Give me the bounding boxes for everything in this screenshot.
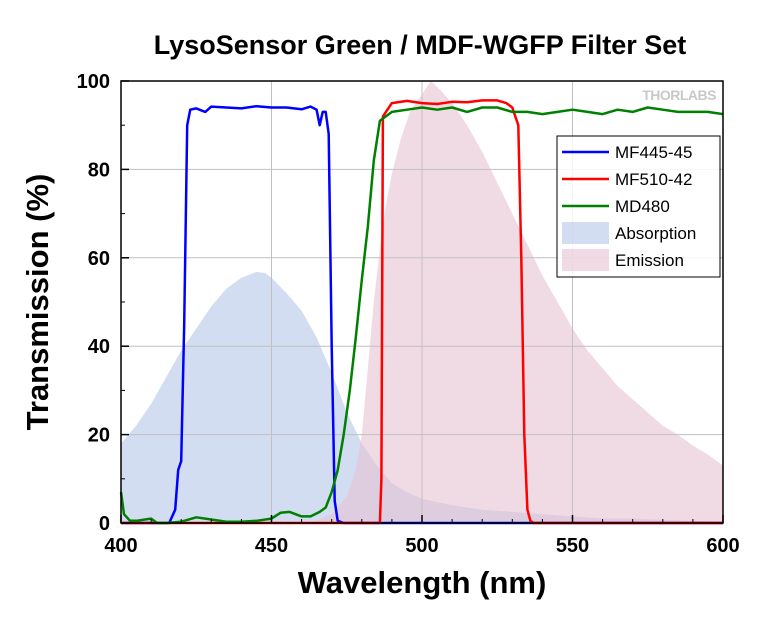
legend-swatch-absorption bbox=[562, 222, 609, 244]
y-axis-title: Transmission (%) bbox=[20, 174, 55, 431]
x-tick-label: 550 bbox=[556, 535, 589, 557]
legend: MF445-45 MF510-42 MD480 Absorption Emission bbox=[556, 135, 721, 278]
legend-label-absorption: Absorption bbox=[615, 224, 696, 243]
legend-label-emission: Emission bbox=[615, 251, 684, 270]
y-tick-label: 60 bbox=[88, 248, 110, 270]
y-tick-label: 20 bbox=[88, 425, 110, 447]
legend-swatch-emission bbox=[562, 249, 609, 271]
legend-label-md480: MD480 bbox=[615, 197, 670, 216]
line-mf445-45 bbox=[121, 104, 723, 525]
legend-label-mf510-42: MF510-42 bbox=[615, 170, 692, 189]
y-tick-label: 40 bbox=[88, 336, 110, 358]
thorlabs-watermark: THORLABS bbox=[642, 87, 716, 103]
x-tick-label: 500 bbox=[405, 535, 438, 557]
grid-layer bbox=[121, 81, 723, 523]
line-md480 bbox=[119, 106, 724, 525]
x-tick-label: 600 bbox=[706, 535, 739, 557]
y-tick-label: 80 bbox=[88, 159, 110, 181]
y-tick-label: 0 bbox=[99, 513, 110, 535]
x-tick-label: 450 bbox=[255, 535, 288, 557]
x-tick-label: 400 bbox=[104, 535, 137, 557]
line-layer bbox=[119, 99, 724, 525]
y-tick-label: 100 bbox=[77, 71, 110, 93]
legend-label-mf445-45: MF445-45 bbox=[615, 143, 692, 162]
line-mf510-42 bbox=[121, 99, 723, 525]
chart-title: LysoSensor Green / MDF-WGFP Filter Set bbox=[154, 30, 687, 60]
x-axis-title: Wavelength (nm) bbox=[298, 565, 547, 600]
plot-frame bbox=[120, 80, 724, 524]
